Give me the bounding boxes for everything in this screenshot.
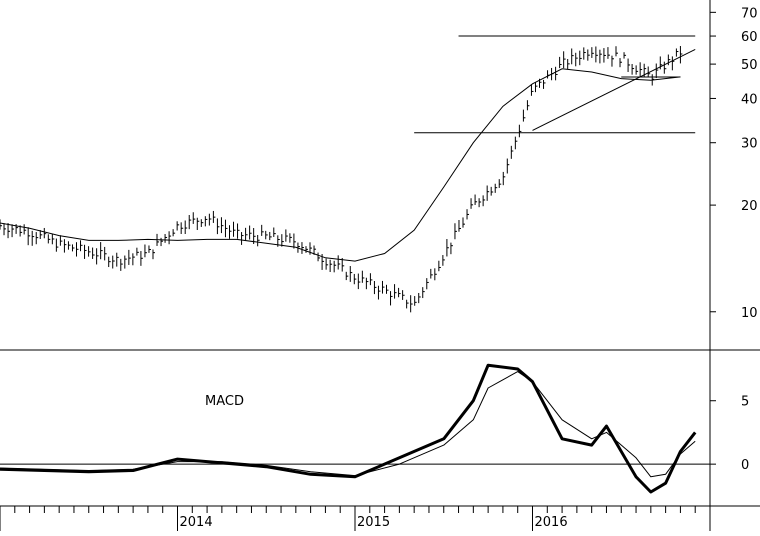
price-tick-label: 30 [741,137,758,152]
macd-line [0,363,697,494]
macd-title: MACD [205,394,244,409]
trend-line [532,48,696,131]
x-tick-label: 2015 [357,515,390,530]
price-tick-label: 10 [741,306,758,321]
price-tick-label: 50 [741,58,758,73]
price-tick-label: 60 [741,30,758,45]
x-tick-label: 2014 [180,515,213,530]
macd-signal-line [0,371,696,478]
macd-tick-label: 0 [741,458,749,473]
price-tick-label: 40 [741,92,758,107]
moving-average-line [0,68,681,262]
x-tick-label: 2016 [535,515,568,530]
macd-panel: MACD 5 0 [0,363,749,494]
price-tick-label: 20 [741,199,758,214]
x-axis: 2014 2015 2016 [0,506,711,531]
price-panel: 70 60 50 40 30 20 10 [0,6,758,321]
macd-tick-label: 5 [741,395,749,410]
price-tick-label: 70 [741,6,758,21]
